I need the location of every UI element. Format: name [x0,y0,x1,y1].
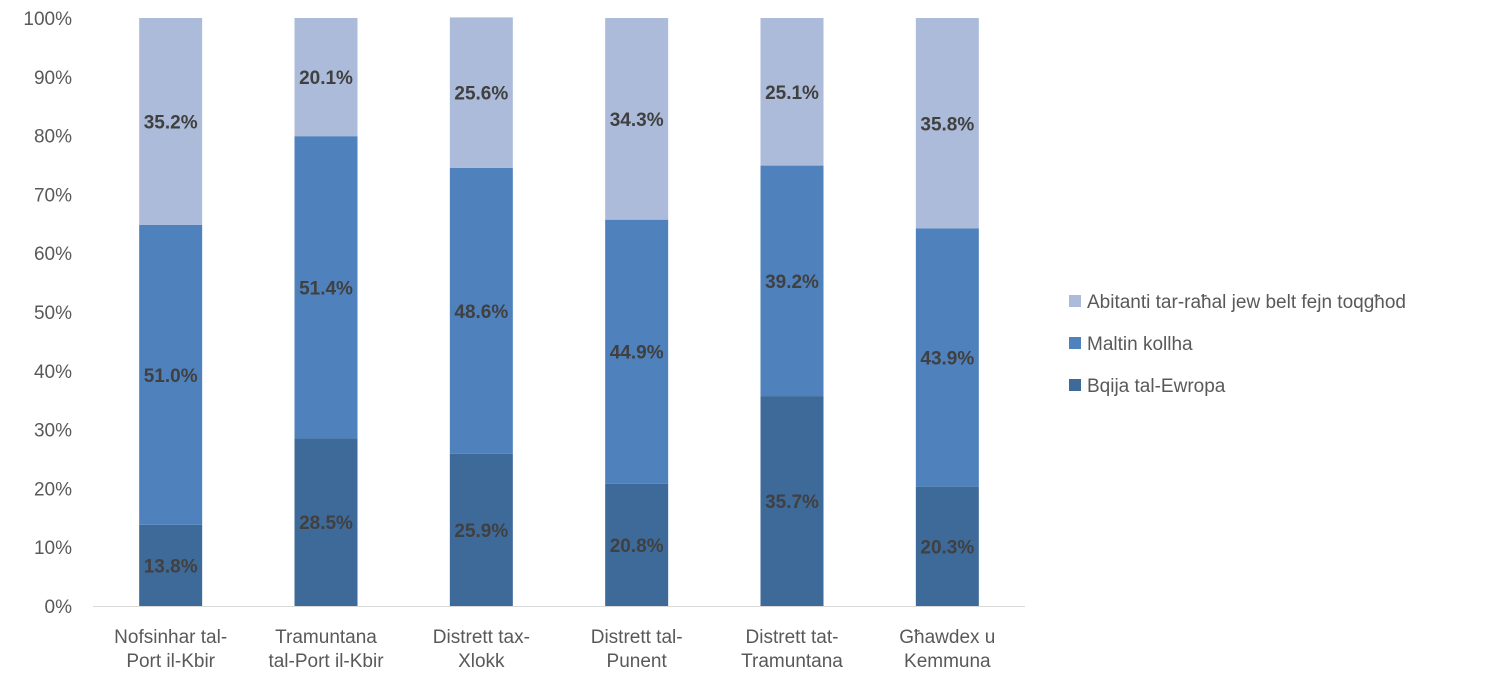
data-label: 51.4% [299,278,353,299]
data-label: 44.9% [610,343,664,364]
data-label: 35.2% [144,112,198,133]
y-tick-label: 100% [23,9,72,30]
data-label: 25.6% [454,84,508,105]
y-axis: 0% 10% 20% 30% 40% 50% 60% 70% 80% 90% 100% [23,9,72,618]
bar-segment [605,18,669,220]
data-label: 34.3% [610,110,664,131]
bar-segment [139,524,203,606]
data-label: 13.8% [144,556,198,577]
bar-segment [915,228,979,487]
data-label: 39.2% [765,272,819,293]
bar-segment [449,453,513,606]
x-category-label: Distrett tal-Punent [591,627,683,672]
bar-segment [139,224,203,525]
bar-segment [605,483,669,606]
data-label: 25.1% [765,83,819,104]
data-label: 35.8% [920,114,974,135]
bar-segment [294,136,358,439]
x-category-label: Distrett tax-Xlokk [433,627,530,672]
data-label: 20.1% [299,68,353,89]
y-tick-label: 50% [34,303,72,324]
data-label: 35.7% [765,492,819,513]
y-tick-label: 40% [34,362,72,383]
x-category-label: Għawdex u Kemmuna [899,627,995,672]
x-category-label: Distrett tat-Tramuntana [741,627,843,672]
legend-label: Abitanti tar-raħal jew belt fejn toqgħod [1087,292,1406,313]
data-label: 51.0% [144,366,198,387]
legend-entry: Maltin kollha [1069,334,1193,355]
legend-entry: Abitanti tar-raħal jew belt fejn toqgħod [1069,292,1406,313]
x-category-label: Tramuntana tal-Port il-Kbir [268,627,384,672]
legend-swatch [1069,337,1081,349]
y-tick-label: 30% [34,421,72,442]
legend-label: Maltin kollha [1087,334,1193,355]
bar-segment [915,486,979,606]
y-tick-label: 90% [34,68,72,89]
y-tick-label: 60% [34,244,72,265]
legend: Abitanti tar-raħal jew belt fejn toqgħod… [1069,292,1406,397]
bar-segment [139,18,203,225]
data-label: 20.8% [610,536,664,557]
bar-segment [294,438,358,606]
bar-segment [760,165,824,397]
data-label: 28.5% [299,513,353,534]
bar-segment [294,18,358,137]
legend-entry: Bqija tal-Ewropa [1069,376,1226,397]
y-tick-label: 80% [34,127,72,148]
bar-segment [449,167,513,454]
y-tick-label: 10% [34,538,72,559]
bar-segment [605,219,669,484]
data-label: 25.9% [454,521,508,542]
data-label: 43.9% [920,349,974,370]
bar-segment [760,396,824,606]
bar-segment [449,17,513,168]
y-tick-label: 0% [45,597,73,618]
data-label: 48.6% [454,302,508,323]
x-category-label: Nofsinhar tal-Port il-Kbir [114,627,227,672]
data-label: 20.3% [920,537,974,558]
legend-label: Bqija tal-Ewropa [1087,376,1226,397]
legend-swatch [1069,295,1081,307]
bars: 13.8% 51.0% 35.2% 28.5% 51.4% 20.1% 25.9% 48.6%… [139,17,979,606]
bar-segment [760,18,824,166]
y-tick-label: 70% [34,185,72,206]
y-tick-label: 20% [34,479,72,500]
bar-segment [915,18,979,229]
legend-swatch [1069,379,1081,391]
x-axis: Nofsinhar tal-Port il-Kbir Tramuntana tal-… [93,606,1025,672]
